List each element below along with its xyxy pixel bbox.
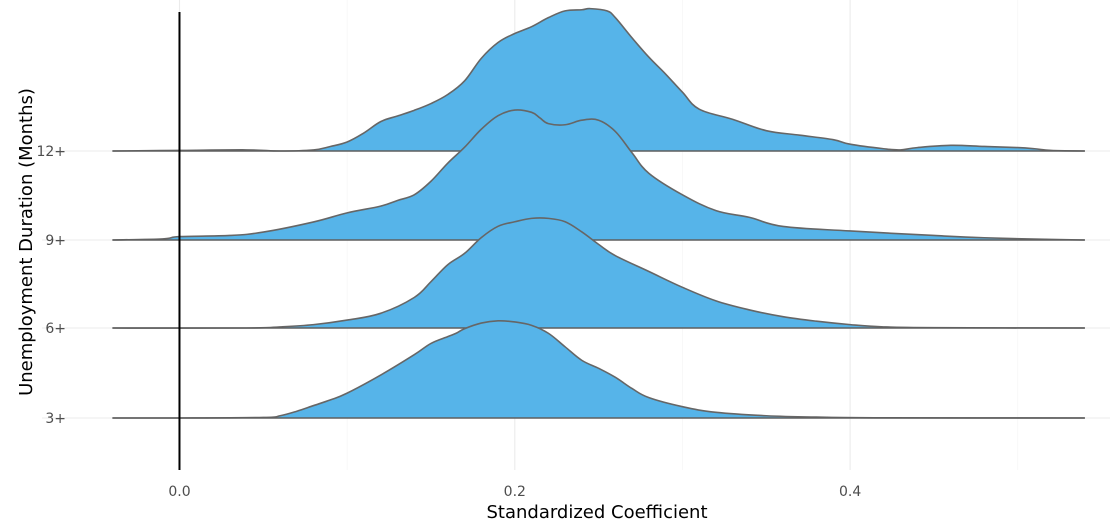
y-tick-label: 3+ (45, 411, 66, 427)
x-axis-ticks: 0.0 0.2 0.4 (168, 484, 861, 500)
ridge-6-plus (112, 217, 1085, 329)
ridge-area (112, 320, 1085, 419)
ridge-area (112, 8, 1085, 152)
x-tick-label: 0.0 (168, 484, 190, 500)
x-tick-label: 0.2 (504, 484, 526, 500)
y-axis-title: Unemployment Duration (Months) (16, 88, 37, 396)
ridge-area (112, 109, 1085, 240)
ridge-3-plus (112, 319, 1085, 419)
ridge-outline (112, 217, 1085, 329)
ridges (112, 7, 1085, 419)
ridge-area (112, 217, 1085, 329)
ridge-outline (112, 109, 1085, 241)
y-tick-label: 6+ (45, 321, 66, 337)
y-tick-label: 9+ (45, 233, 66, 249)
y-tick-label: 12+ (36, 144, 66, 160)
y-axis-ticks: 3+ 6+ 9+ 12+ (36, 144, 66, 427)
x-axis-title: Standardized Coefficient (486, 502, 707, 523)
ridge-outline (112, 319, 1085, 419)
x-tick-label: 0.4 (839, 484, 861, 500)
ridge-9-plus (112, 109, 1085, 241)
ridge-outline (112, 7, 1085, 152)
